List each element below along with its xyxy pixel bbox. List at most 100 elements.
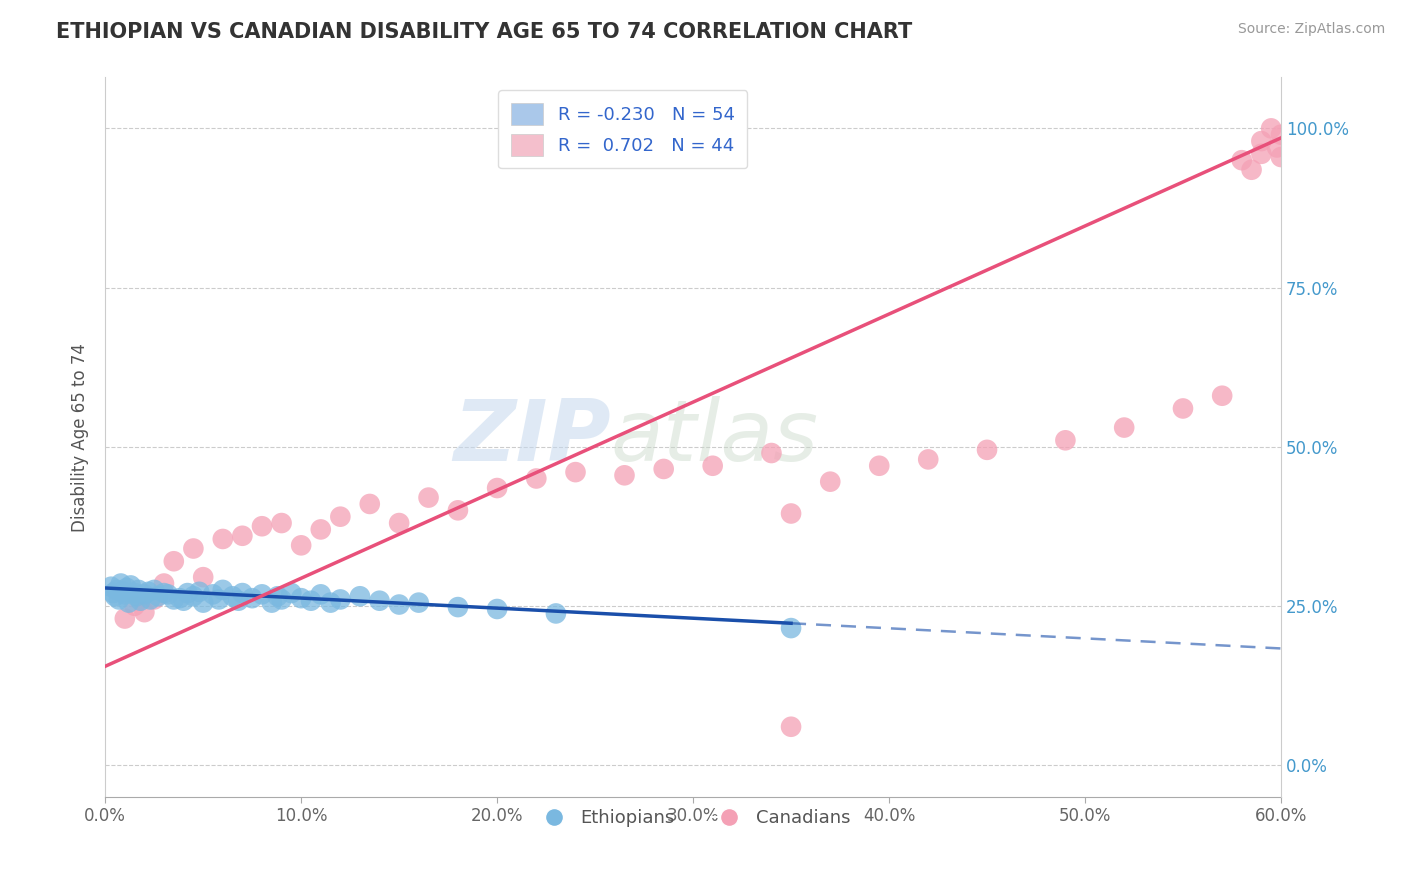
Point [299, 593, 322, 607]
Point [201, 587, 224, 601]
Point [100, 580, 122, 594]
Text: ETHIOPIAN VS CANADIAN DISABILITY AGE 65 TO 74 CORRELATION CHART: ETHIOPIAN VS CANADIAN DISABILITY AGE 65 … [56, 22, 912, 42]
Point [368, 593, 391, 607]
Point [183, 589, 205, 603]
Point [193, 570, 215, 584]
Point [136, 584, 159, 599]
Point [349, 589, 371, 603]
Point [702, 458, 724, 473]
Point [163, 592, 186, 607]
Point [228, 593, 250, 607]
Point [260, 596, 283, 610]
Point [761, 446, 783, 460]
Point [108, 592, 131, 607]
Point [309, 523, 332, 537]
Point [524, 471, 547, 485]
Point [169, 591, 191, 606]
Point [270, 592, 292, 607]
Point [447, 600, 470, 615]
Point [652, 462, 675, 476]
Point [124, 599, 146, 613]
Point [1260, 121, 1282, 136]
Point [266, 589, 288, 603]
Point [188, 584, 211, 599]
Point [173, 593, 195, 607]
Point [104, 589, 127, 603]
Point [780, 621, 803, 635]
Point [270, 516, 292, 530]
Point [1250, 146, 1272, 161]
Point [976, 442, 998, 457]
Point [418, 491, 440, 505]
Point [1211, 389, 1233, 403]
Point [359, 497, 381, 511]
Point [780, 720, 803, 734]
Point [125, 589, 148, 603]
Point [250, 587, 273, 601]
Legend: Ethiopians, Canadians: Ethiopians, Canadians [529, 802, 858, 835]
Point [280, 586, 302, 600]
Point [110, 576, 132, 591]
Point [211, 582, 233, 597]
Point [329, 509, 352, 524]
Point [1270, 128, 1292, 142]
Point [101, 586, 124, 600]
Point [208, 592, 231, 607]
Point [486, 602, 509, 616]
Point [176, 586, 198, 600]
Point [388, 598, 411, 612]
Point [544, 607, 567, 621]
Point [290, 538, 312, 552]
Point [134, 605, 156, 619]
Point [153, 576, 176, 591]
Point [211, 532, 233, 546]
Point [1265, 140, 1288, 154]
Text: ZIP: ZIP [453, 396, 610, 479]
Point [129, 593, 152, 607]
Point [193, 596, 215, 610]
Point [231, 586, 253, 600]
Point [319, 596, 342, 610]
Point [183, 541, 205, 556]
Point [250, 519, 273, 533]
Point [163, 554, 186, 568]
Point [120, 578, 142, 592]
Point [143, 582, 166, 597]
Text: Source: ZipAtlas.com: Source: ZipAtlas.com [1237, 22, 1385, 37]
Point [1270, 150, 1292, 164]
Point [156, 587, 179, 601]
Point [115, 581, 138, 595]
Text: atlas: atlas [610, 396, 818, 479]
Point [143, 592, 166, 607]
Point [1240, 162, 1263, 177]
Point [780, 507, 803, 521]
Point [221, 589, 243, 603]
Point [917, 452, 939, 467]
Point [240, 591, 263, 606]
Point [1250, 134, 1272, 148]
Point [1114, 420, 1136, 434]
Point [309, 587, 332, 601]
Point [134, 587, 156, 601]
Point [329, 592, 352, 607]
Point [128, 582, 150, 597]
Point [1171, 401, 1194, 416]
Y-axis label: Disability Age 65 to 74: Disability Age 65 to 74 [72, 343, 89, 532]
Point [613, 468, 636, 483]
Point [105, 582, 128, 597]
Point [114, 587, 136, 601]
Point [820, 475, 842, 489]
Point [564, 465, 586, 479]
Point [114, 611, 136, 625]
Point [447, 503, 470, 517]
Point [1230, 153, 1253, 168]
Point [111, 584, 134, 599]
Point [486, 481, 509, 495]
Point [124, 586, 146, 600]
Point [868, 458, 890, 473]
Point [388, 516, 411, 530]
Point [290, 591, 312, 606]
Point [408, 596, 430, 610]
Point [118, 596, 141, 610]
Point [153, 586, 176, 600]
